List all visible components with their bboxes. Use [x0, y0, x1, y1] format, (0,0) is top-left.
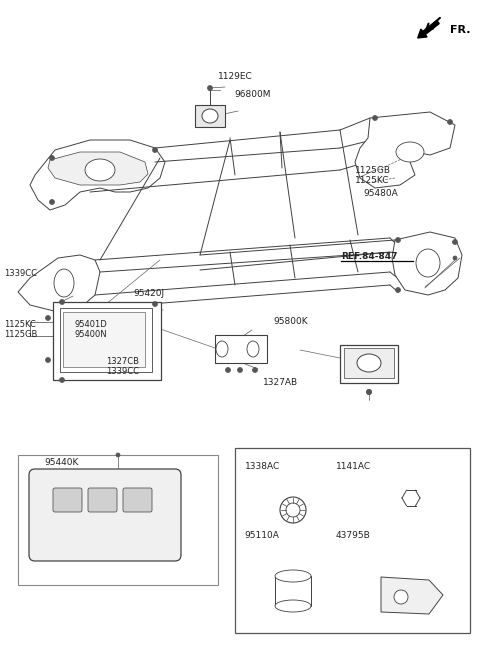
Ellipse shape: [60, 300, 64, 304]
Polygon shape: [381, 577, 443, 614]
Ellipse shape: [367, 390, 372, 394]
Text: 95400N: 95400N: [74, 330, 107, 339]
Ellipse shape: [85, 159, 115, 181]
Ellipse shape: [367, 390, 372, 394]
Bar: [275, 576, 311, 606]
Text: 95110A: 95110A: [245, 531, 280, 540]
Ellipse shape: [280, 497, 306, 523]
Text: 95420J: 95420J: [133, 289, 165, 298]
Text: 43795B: 43795B: [336, 531, 371, 540]
Text: 95480A: 95480A: [364, 189, 398, 198]
Text: FR.: FR.: [450, 25, 470, 35]
Bar: [60, 308, 152, 372]
Polygon shape: [18, 255, 100, 312]
Polygon shape: [392, 232, 462, 295]
Ellipse shape: [447, 120, 453, 124]
Ellipse shape: [453, 240, 457, 244]
Text: 95413A: 95413A: [45, 553, 80, 562]
Ellipse shape: [396, 237, 400, 242]
Bar: [195, 105, 225, 127]
Ellipse shape: [46, 357, 50, 363]
Ellipse shape: [46, 315, 50, 321]
Ellipse shape: [453, 256, 457, 260]
Text: 1327CB: 1327CB: [106, 357, 139, 366]
Polygon shape: [355, 112, 455, 188]
Ellipse shape: [286, 503, 300, 517]
Text: 1339CC: 1339CC: [4, 269, 37, 278]
Text: 95800K: 95800K: [274, 317, 308, 327]
Bar: [63, 312, 145, 367]
Text: 95440K: 95440K: [45, 458, 79, 467]
Text: 1125GB: 1125GB: [4, 330, 37, 339]
Ellipse shape: [275, 570, 311, 582]
Ellipse shape: [163, 497, 173, 507]
Ellipse shape: [216, 341, 228, 357]
Text: 96800M: 96800M: [234, 90, 271, 99]
Text: 1141AC: 1141AC: [336, 462, 371, 471]
Bar: [220, 338, 240, 360]
Ellipse shape: [49, 200, 55, 204]
Bar: [215, 335, 267, 363]
Ellipse shape: [49, 156, 55, 160]
Ellipse shape: [357, 354, 381, 372]
Ellipse shape: [396, 288, 400, 292]
Ellipse shape: [158, 493, 178, 511]
Text: 1338AC: 1338AC: [245, 462, 280, 471]
Ellipse shape: [60, 378, 64, 382]
Ellipse shape: [226, 367, 230, 373]
Text: 1129EC: 1129EC: [218, 72, 253, 81]
Text: 1339CC: 1339CC: [106, 367, 139, 376]
Bar: [344, 348, 394, 378]
Ellipse shape: [202, 109, 218, 123]
Ellipse shape: [97, 530, 107, 540]
Bar: [243, 338, 263, 360]
FancyBboxPatch shape: [88, 488, 117, 512]
FancyBboxPatch shape: [123, 488, 152, 512]
Ellipse shape: [275, 600, 311, 612]
Bar: [30, 322, 53, 336]
Ellipse shape: [416, 249, 440, 277]
Ellipse shape: [207, 85, 213, 91]
FancyArrow shape: [418, 20, 439, 38]
Bar: [53, 302, 161, 380]
Polygon shape: [48, 152, 148, 185]
Ellipse shape: [396, 142, 424, 162]
Text: 1125KC: 1125KC: [355, 175, 390, 185]
Ellipse shape: [116, 453, 120, 457]
Ellipse shape: [153, 302, 157, 307]
Ellipse shape: [54, 269, 74, 297]
Ellipse shape: [238, 367, 242, 373]
Ellipse shape: [153, 148, 157, 152]
Text: 95401D: 95401D: [74, 320, 107, 329]
Text: 1125KC: 1125KC: [4, 320, 36, 329]
Ellipse shape: [252, 367, 257, 373]
Bar: [235, 448, 470, 633]
Text: 1327AB: 1327AB: [263, 378, 298, 387]
Text: REF.84-847: REF.84-847: [341, 252, 397, 261]
Bar: [18, 455, 218, 585]
Text: 1125GB: 1125GB: [355, 166, 391, 175]
Ellipse shape: [99, 533, 105, 537]
FancyBboxPatch shape: [53, 488, 82, 512]
FancyBboxPatch shape: [29, 469, 181, 561]
Ellipse shape: [372, 116, 377, 120]
Ellipse shape: [394, 590, 408, 604]
Ellipse shape: [247, 341, 259, 357]
Polygon shape: [30, 140, 165, 210]
Bar: [340, 345, 398, 383]
